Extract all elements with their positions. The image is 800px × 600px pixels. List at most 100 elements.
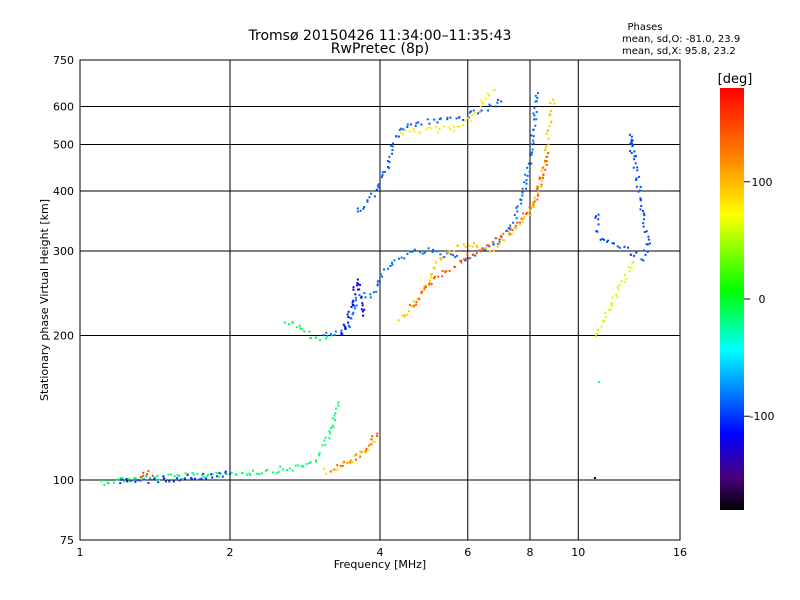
y-tick-label: 200: [53, 330, 74, 343]
data-point: [389, 144, 392, 147]
data-point: [519, 198, 522, 201]
data-point: [616, 296, 619, 299]
data-point: [535, 111, 538, 113]
data-point: [434, 275, 436, 278]
data-point: [416, 297, 419, 300]
y-tick-label: 500: [53, 139, 74, 152]
data-point: [553, 102, 556, 105]
data-point: [544, 168, 547, 171]
data-point: [525, 213, 528, 215]
data-point: [353, 455, 356, 457]
data-point: [603, 320, 606, 323]
data-point: [441, 256, 444, 259]
data-point: [347, 310, 350, 313]
data-point: [542, 174, 545, 176]
colorbar-tick-label: -100: [750, 410, 775, 423]
data-point: [410, 305, 413, 308]
data-point: [597, 223, 600, 226]
data-point: [427, 126, 430, 129]
data-point: [486, 244, 489, 247]
data-point: [401, 133, 404, 136]
data-point: [448, 250, 451, 253]
data-point: [526, 174, 529, 177]
data-point: [532, 135, 535, 138]
data-point: [358, 288, 361, 291]
data-point: [446, 116, 449, 119]
data-point: [530, 153, 533, 156]
data-point: [391, 261, 393, 264]
data-point: [336, 468, 339, 471]
data-point: [496, 101, 499, 104]
data-point: [549, 109, 552, 112]
phase-info-x: mean, sd,X: 95.8, 23.2: [622, 46, 736, 57]
data-point: [351, 460, 354, 463]
data-point: [536, 185, 539, 188]
y-tick-label: 600: [53, 101, 74, 114]
data-point: [149, 478, 152, 481]
data-point: [186, 472, 189, 475]
data-point: [474, 254, 477, 257]
colorbar-ticks: 100 0 -100: [744, 176, 774, 423]
data-point: [547, 152, 550, 154]
data-point: [495, 237, 498, 240]
data-point: [203, 476, 205, 479]
data-point: [277, 471, 280, 473]
data-point: [347, 321, 350, 324]
data-point: [433, 277, 436, 280]
data-point: [331, 424, 334, 427]
data-point: [372, 291, 375, 294]
data-point: [413, 248, 416, 251]
data-point: [412, 305, 415, 308]
data-point: [423, 287, 426, 290]
data-point: [100, 480, 103, 482]
data-point: [340, 331, 343, 334]
data-point: [386, 160, 389, 162]
data-point: [627, 246, 629, 249]
y-tick-label: 400: [53, 185, 74, 198]
data-point: [193, 473, 195, 476]
data-point: [535, 118, 538, 121]
data-point: [429, 273, 432, 276]
data-point: [387, 167, 390, 169]
data-point: [639, 208, 642, 211]
data-point: [364, 296, 367, 299]
data-point: [336, 464, 339, 467]
data-point: [120, 478, 123, 481]
data-point: [252, 469, 254, 472]
data-point: [532, 112, 535, 115]
data-point: [530, 134, 533, 137]
data-point: [548, 125, 551, 127]
data-point: [355, 304, 358, 307]
data-point: [638, 175, 641, 178]
data-point: [334, 412, 337, 415]
data-point: [146, 473, 148, 476]
data-point: [343, 460, 346, 463]
data-point: [147, 470, 150, 473]
data-point: [399, 132, 402, 134]
data-point: [485, 247, 488, 250]
data-point: [635, 185, 638, 188]
data-point: [400, 127, 403, 130]
data-point: [408, 303, 411, 306]
data-point: [139, 479, 142, 482]
data-point: [469, 257, 472, 260]
data-point: [119, 482, 122, 485]
data-point: [414, 125, 417, 127]
data-point: [629, 142, 632, 145]
data-point: [447, 126, 450, 129]
data-point: [408, 130, 411, 133]
data-point: [323, 439, 326, 442]
data-point: [328, 437, 331, 440]
data-point: [498, 238, 501, 241]
data-point: [107, 482, 110, 485]
data-point: [425, 284, 427, 287]
data-point: [522, 212, 525, 215]
data-point: [639, 198, 642, 201]
data-point: [525, 179, 528, 182]
data-point: [334, 330, 337, 333]
data-point: [184, 472, 187, 475]
data-point: [421, 290, 423, 293]
data-point: [126, 480, 129, 483]
data-point: [547, 143, 550, 146]
data-point: [356, 281, 359, 284]
